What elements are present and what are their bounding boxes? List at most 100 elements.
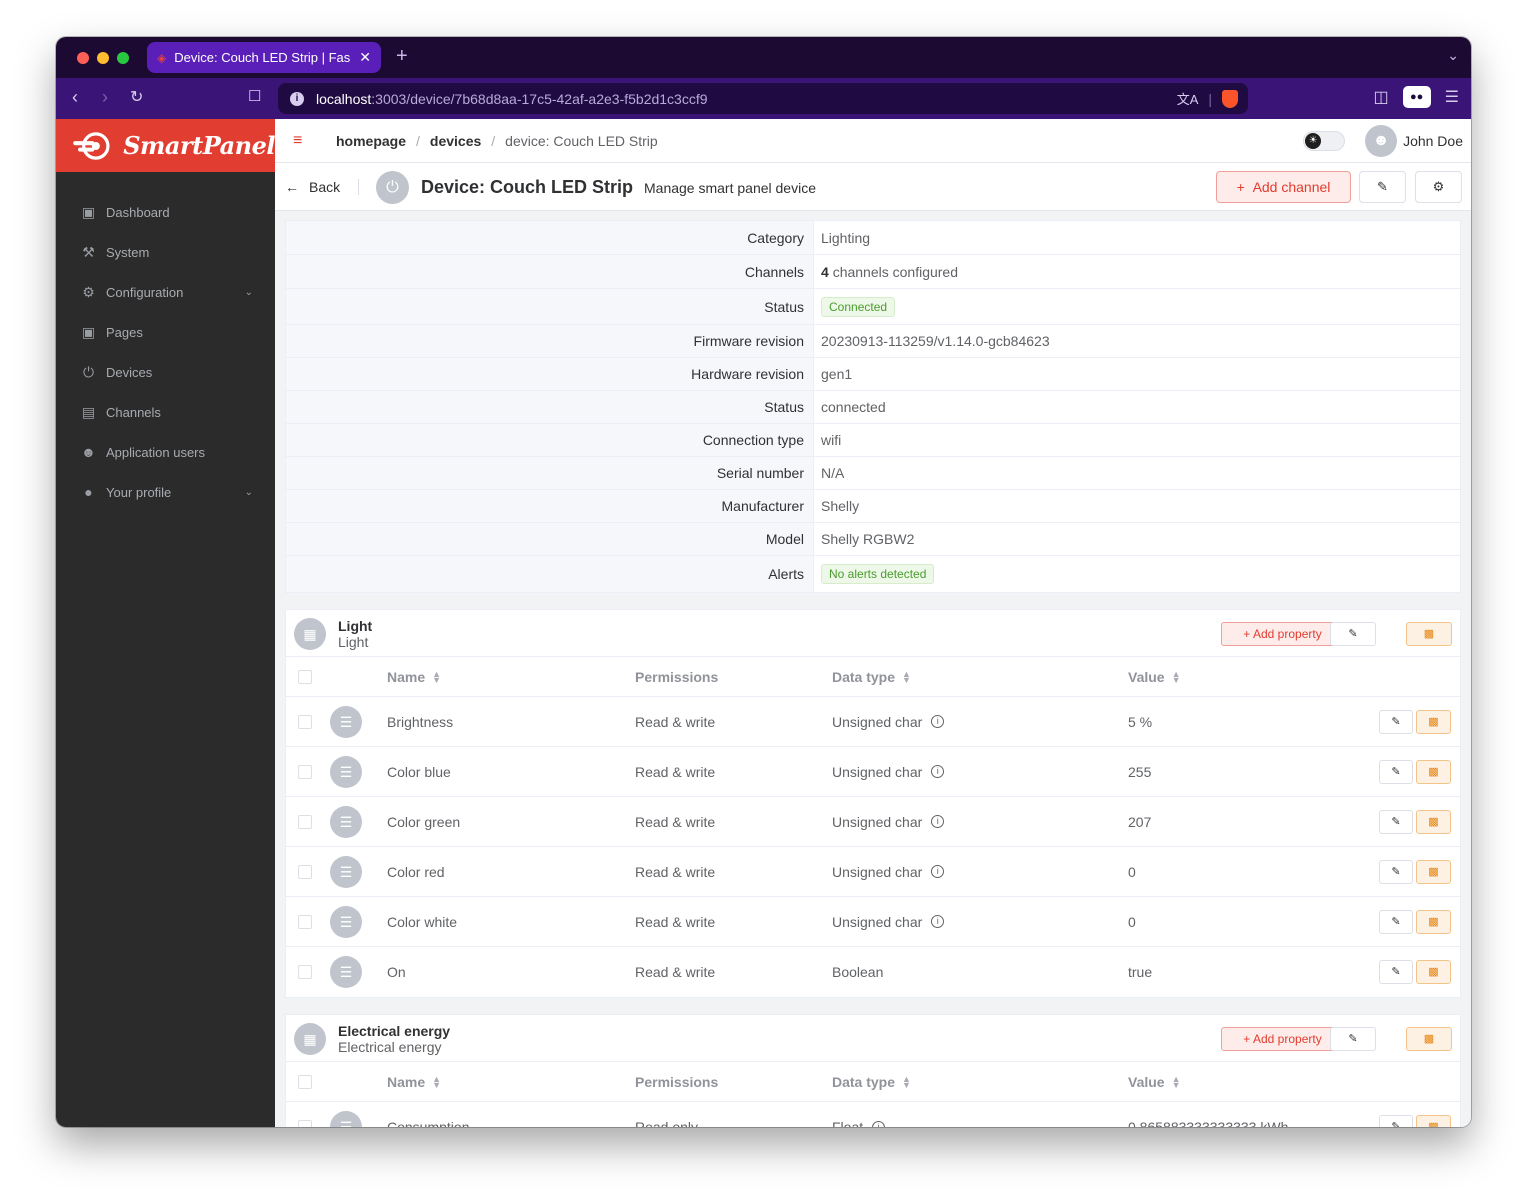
property-data-type: Unsigned char i <box>832 897 945 946</box>
row-checkbox[interactable] <box>298 714 312 729</box>
delete-channel-button[interactable]: ▩ <box>1406 622 1452 646</box>
edit-property-button[interactable]: ✎ <box>1379 960 1413 984</box>
sun-icon: ☀ <box>1305 133 1322 149</box>
sidebar-item-label: Dashboard <box>106 204 170 220</box>
column-name[interactable]: Name ▲ ▼ <box>387 1062 441 1101</box>
site-info-icon[interactable]: i <box>290 91 304 106</box>
row-checkbox[interactable] <box>298 965 312 979</box>
sidebar-item-your-profile[interactable]: ● Your profile ⌄ <box>56 472 275 512</box>
user-name[interactable]: John Doe <box>1403 133 1463 149</box>
edit-property-button[interactable]: ✎ <box>1379 760 1413 784</box>
column-value[interactable]: Value ▲ ▼ <box>1128 1062 1181 1101</box>
property-value: 5 % <box>1128 713 1153 730</box>
info-icon[interactable]: i <box>931 915 945 928</box>
page-header: ← Back ⏻ Device: Couch LED Strip Manage s… <box>275 163 1471 211</box>
avatar[interactable]: ☻ <box>1365 125 1398 157</box>
delete-property-button[interactable]: ▩ <box>1416 910 1451 934</box>
row-checkbox[interactable] <box>298 864 312 879</box>
info-icon[interactable]: i <box>931 765 945 778</box>
edit-device-button[interactable]: ✎ <box>1359 171 1406 203</box>
browser-tab[interactable]: ◈ Device: Couch LED Strip | Fas ✕ <box>147 42 381 73</box>
delete-property-button[interactable]: ▩ <box>1416 960 1451 984</box>
delete-property-button[interactable]: ▩ <box>1416 810 1451 834</box>
delete-channel-button[interactable]: ▩ <box>1406 1027 1452 1051</box>
add-property-button[interactable]: + Add property <box>1221 1027 1344 1051</box>
edit-channel-button[interactable]: ✎ <box>1330 1027 1376 1051</box>
select-all-checkbox[interactable] <box>298 1074 312 1089</box>
column-name[interactable]: Name ▲ ▼ <box>387 657 441 696</box>
sidebar-item-label: Configuration <box>106 284 184 300</box>
device-settings-button[interactable]: ⚙ <box>1415 171 1462 203</box>
detail-label: Channels <box>286 255 814 288</box>
sidebar-item-configuration[interactable]: ⚙ Configuration ⌄ <box>56 272 275 312</box>
delete-property-button[interactable]: ▩ <box>1416 760 1451 784</box>
pencil-icon: ✎ <box>1348 1033 1358 1045</box>
back-button[interactable]: ← Back <box>285 179 340 195</box>
breadcrumb-devices[interactable]: devices <box>429 133 482 149</box>
row-checkbox[interactable] <box>298 814 312 829</box>
url-field[interactable]: i localhost :3003/device/7b68d8aa-17c5-4… <box>278 83 1248 114</box>
detail-label: Manufacturer <box>286 490 814 522</box>
trash-icon: ▩ <box>1428 966 1439 978</box>
sidebar-item-devices[interactable]: ⏻ Devices <box>56 352 275 392</box>
trash-icon: ▩ <box>1428 766 1439 778</box>
edit-property-button[interactable]: ✎ <box>1379 910 1413 934</box>
property-value: 255 <box>1128 763 1152 780</box>
edit-channel-button[interactable]: ✎ <box>1330 622 1376 646</box>
delete-property-button[interactable]: ▩ <box>1416 1115 1451 1127</box>
sidebar-item-channels[interactable]: ▤ Channels <box>56 392 275 432</box>
row-checkbox[interactable] <box>298 914 312 929</box>
info-icon[interactable]: i <box>931 715 945 728</box>
logo[interactable]: SmartPanel <box>56 119 275 172</box>
sidebar-toggle-icon[interactable]: ◫ <box>1373 89 1389 106</box>
close-tab-icon[interactable]: ✕ <box>359 49 371 65</box>
property-value: 207 <box>1128 813 1152 830</box>
edit-property-button[interactable]: ✎ <box>1379 810 1413 834</box>
new-tab-icon[interactable]: + <box>396 45 408 67</box>
column-data-type[interactable]: Data type ▲ ▼ <box>832 1062 911 1101</box>
vpn-glasses-icon[interactable]: ●● <box>1402 86 1431 108</box>
browser-window: ◈ Device: Couch LED Strip | Fas ✕ + ⌄ ‹ … <box>56 37 1471 1127</box>
edit-property-button[interactable]: ✎ <box>1379 860 1413 884</box>
column-value[interactable]: Value ▲ ▼ <box>1128 657 1181 696</box>
sidebar-item-dashboard[interactable]: ▣ Dashboard <box>56 192 275 232</box>
gear-icon: ⚙ <box>1432 179 1445 194</box>
browser-menu-icon[interactable]: ☰ <box>1444 89 1459 106</box>
close-window-button[interactable] <box>77 51 89 64</box>
add-property-button[interactable]: + Add property <box>1221 622 1344 646</box>
add-channel-button[interactable]: + Add channel <box>1216 171 1351 203</box>
property-data-type: Unsigned char i <box>832 697 945 746</box>
bookmark-icon[interactable]: ☐ <box>248 88 262 105</box>
zoom-window-button[interactable] <box>117 51 129 64</box>
sidebar-item-application-users[interactable]: ☻ Application users <box>56 432 275 472</box>
row-checkbox[interactable] <box>298 764 312 779</box>
translate-icon[interactable]: 文A <box>1176 92 1199 107</box>
reload-icon[interactable]: ↻ <box>130 89 144 106</box>
breadcrumb-homepage[interactable]: homepage <box>336 133 407 149</box>
back-arrow-icon[interactable]: ‹ <box>72 87 78 107</box>
info-icon[interactable]: i <box>931 815 945 828</box>
forward-arrow-icon[interactable]: › <box>102 87 108 107</box>
edit-property-button[interactable]: ✎ <box>1379 710 1413 734</box>
delete-property-button[interactable]: ▩ <box>1416 860 1451 884</box>
info-icon[interactable]: i <box>931 865 945 878</box>
detail-row: Connection type wifi <box>286 424 1460 457</box>
sidebar-item-pages[interactable]: ▣ Pages <box>56 312 275 352</box>
row-checkbox[interactable] <box>298 1120 312 1127</box>
channel-subtitle: Electrical energy <box>338 1039 442 1055</box>
column-data-type[interactable]: Data type ▲ ▼ <box>832 657 911 696</box>
sort-icon: ▲ ▼ <box>432 668 442 685</box>
sidebar-item-system[interactable]: ⚒ System <box>56 232 275 272</box>
edit-property-button[interactable]: ✎ <box>1379 1115 1413 1127</box>
brave-shield-icon[interactable] <box>1222 89 1238 108</box>
select-all-checkbox[interactable] <box>298 669 312 684</box>
gear-icon: ⚙ <box>82 283 95 300</box>
dark-mode-toggle[interactable]: ☀ <box>1303 131 1346 151</box>
tab-list-chevron-icon[interactable]: ⌄ <box>1447 47 1459 63</box>
menu-toggle-icon[interactable]: ≡ <box>293 132 303 149</box>
info-icon[interactable]: i <box>872 1120 886 1127</box>
delete-property-button[interactable]: ▩ <box>1416 710 1451 734</box>
url-host: localhost <box>316 90 372 107</box>
table-row: ☰ On Read & write Boolean true ✎ ▩ <box>286 947 1460 997</box>
minimize-window-button[interactable] <box>97 51 109 64</box>
